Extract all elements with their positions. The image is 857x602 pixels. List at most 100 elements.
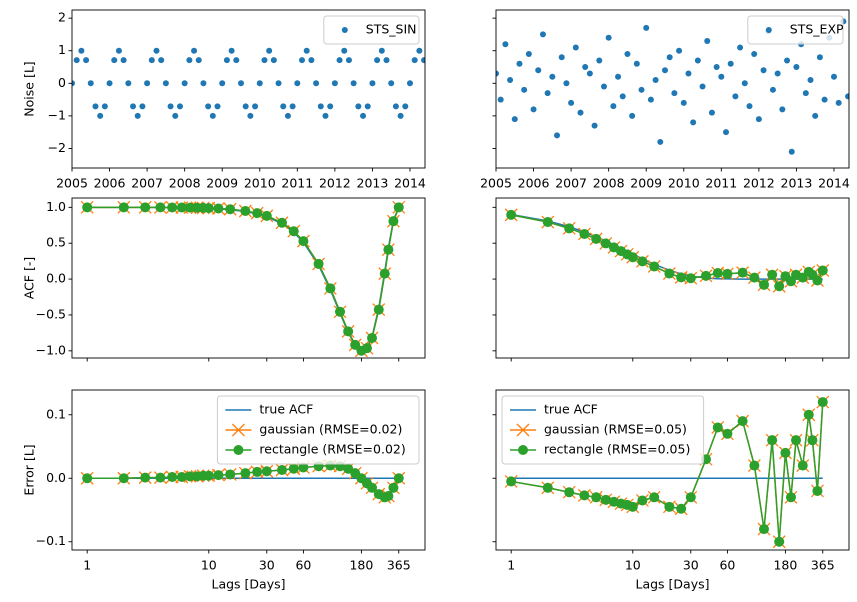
marker <box>797 460 808 471</box>
point <box>629 112 636 119</box>
point <box>586 70 593 77</box>
point <box>577 109 584 116</box>
marker <box>791 435 802 446</box>
marker <box>350 339 361 350</box>
point <box>139 103 146 110</box>
point <box>685 70 692 77</box>
marker <box>225 469 236 480</box>
marker <box>817 265 828 276</box>
point <box>643 24 650 31</box>
point <box>83 57 90 64</box>
marker <box>737 416 748 427</box>
legend-box <box>323 15 420 45</box>
point <box>115 47 122 54</box>
x-tick-label: 2014 <box>394 176 426 191</box>
x-tick-label: 2007 <box>555 176 587 191</box>
marker <box>759 524 770 535</box>
point <box>821 96 828 103</box>
marker <box>722 268 733 279</box>
marker <box>261 466 272 477</box>
point <box>374 57 381 64</box>
marker <box>516 423 530 437</box>
legend: STS_EXP <box>747 15 844 45</box>
marker <box>288 226 299 237</box>
x-tick-label: 2011 <box>705 176 737 191</box>
x-axis-label: Lags [Days] <box>212 577 286 592</box>
point <box>87 80 94 87</box>
marker <box>600 494 611 505</box>
marker <box>261 210 272 221</box>
x-tick-label: 60 <box>295 558 311 573</box>
x-tick-label: 2009 <box>630 176 662 191</box>
y-tick-label: 0 <box>58 75 66 90</box>
marker <box>700 270 711 281</box>
x-tick-label: 10 <box>625 558 641 573</box>
point <box>760 67 767 74</box>
point <box>195 57 202 64</box>
x-tick-label: 2006 <box>94 176 126 191</box>
point <box>158 57 165 64</box>
point <box>769 86 776 93</box>
marker <box>176 471 187 482</box>
x-tick-label: 2013 <box>781 176 813 191</box>
legend: true ACF gaussian (RMSE=0.02) rectangle (R… <box>216 395 420 465</box>
legend-label: true ACF <box>544 402 598 417</box>
point <box>191 47 198 54</box>
x-tick-label: 2014 <box>818 176 850 191</box>
legend-box <box>747 15 844 45</box>
marker <box>542 217 553 228</box>
y-tick-label: 1 <box>58 42 66 57</box>
point <box>214 103 221 110</box>
point <box>341 27 348 33</box>
subplot: −1.0 −0.5 0.0 0.5 1.0 ACF [-] <box>22 197 426 362</box>
point <box>572 44 579 51</box>
x-tick-label: 180 <box>349 558 373 573</box>
y-tick-label: −1 <box>48 107 66 122</box>
marker <box>817 397 828 408</box>
point <box>350 80 357 87</box>
point <box>511 116 518 123</box>
marker <box>167 202 178 213</box>
marker <box>506 209 517 220</box>
legend-box <box>216 395 420 465</box>
point <box>558 54 565 61</box>
point <box>73 57 80 64</box>
marker <box>325 283 336 294</box>
marker <box>213 470 224 481</box>
subplot: 1 10 30 60 180 365 Lags [Days] true ACF gaussian… <box>492 389 850 592</box>
point <box>765 27 772 33</box>
x-tick-label: 2005 <box>480 176 512 191</box>
point <box>388 80 395 87</box>
point <box>835 99 842 106</box>
marker <box>722 428 733 439</box>
marker <box>803 409 814 420</box>
point <box>284 112 291 119</box>
marker <box>637 256 648 267</box>
legend-label: STS_SIN <box>366 22 417 37</box>
marker <box>361 343 372 354</box>
point <box>101 103 108 110</box>
marker <box>685 273 696 284</box>
marker <box>233 445 244 455</box>
point <box>647 96 654 103</box>
point <box>134 112 141 119</box>
point <box>544 90 551 97</box>
point <box>568 99 575 106</box>
marker <box>664 501 675 512</box>
legend-label: gaussian (RMSE=0.05) <box>544 422 687 437</box>
x-tick-label: 30 <box>683 558 699 573</box>
point <box>784 57 791 64</box>
legend-label: rectangle (RMSE=0.02) <box>259 442 405 457</box>
axes-frame <box>495 197 850 359</box>
marker <box>140 202 151 213</box>
marker <box>807 435 818 446</box>
point <box>535 67 542 74</box>
plot-area <box>504 395 830 549</box>
point <box>345 57 352 64</box>
point <box>92 103 99 110</box>
marker <box>780 447 791 458</box>
point <box>266 47 273 54</box>
marker <box>184 202 195 213</box>
point <box>402 103 409 110</box>
legend-box <box>501 395 705 465</box>
